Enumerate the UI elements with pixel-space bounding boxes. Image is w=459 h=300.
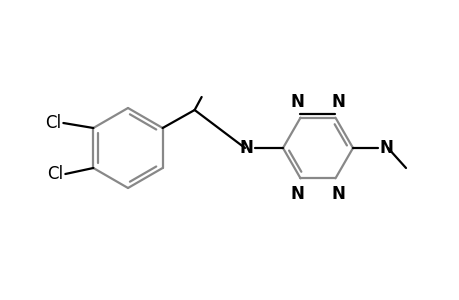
Text: N: N bbox=[290, 185, 304, 203]
Text: N: N bbox=[331, 185, 345, 203]
Text: N: N bbox=[239, 139, 252, 157]
Text: N: N bbox=[290, 93, 304, 111]
Text: Cl: Cl bbox=[47, 165, 63, 183]
Text: N: N bbox=[379, 139, 393, 157]
Text: N: N bbox=[331, 93, 345, 111]
Text: Cl: Cl bbox=[45, 114, 61, 132]
